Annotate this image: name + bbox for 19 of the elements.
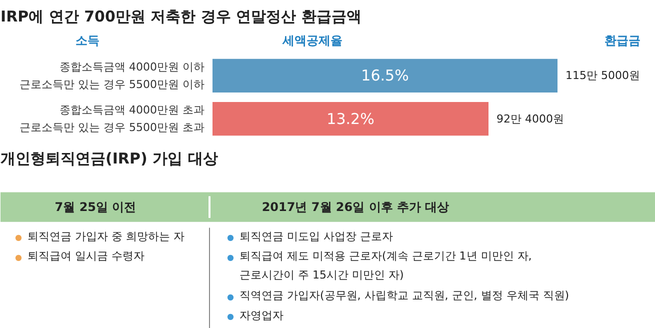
text: ● 퇴직급여 제도 미적용 근로자(계속 근로기간 1년 미만인 자, 근로시간이 주 15시간 미만인 자) bbox=[227, 250, 532, 282]
y-tick-label: 종합소득금액 4000만원 이하 근로소득만 있는 경우 5500만원 이하 bbox=[20, 60, 205, 92]
category-label: 2017년 7월 26일 이후 추가 대상 bbox=[262, 200, 450, 214]
y-axis-title: 소득 bbox=[76, 33, 100, 48]
text: ● 퇴직연금 가입자 중 희망하는 자 bbox=[15, 230, 184, 243]
text: ● 퇴직연금 미도입 사업장 근로자 bbox=[227, 230, 393, 243]
text: ● 직역연금 가입자(공무원, 사립학교 교직원, 군인, 별정 우체국 직원) bbox=[227, 289, 570, 302]
data-label: 16.5% bbox=[361, 66, 409, 85]
text: 환급금 bbox=[604, 33, 640, 48]
text: 개인형퇴직연금(IRP) 가입 대상 bbox=[0, 150, 218, 168]
y-tick-label: 종합소득금액 4000만원 초과 근로소득만 있는 경우 5500만원 초과 bbox=[20, 104, 205, 134]
annotation: 92만 4000원 bbox=[496, 112, 564, 126]
annotation: 115만 5000원 bbox=[566, 69, 640, 82]
category-label: 7월 25일 이전 bbox=[54, 200, 136, 214]
data-label: 13.2% bbox=[326, 110, 374, 128]
x-axis-title: 세액공제율 bbox=[282, 33, 342, 48]
chart-title: IRP에 연간 700만원 저축한 경우 연말정산 환급금액 bbox=[0, 8, 362, 26]
text: ● 자영업자 bbox=[227, 308, 284, 322]
text: ● 퇴직급여 일시금 수령자 bbox=[15, 250, 144, 263]
